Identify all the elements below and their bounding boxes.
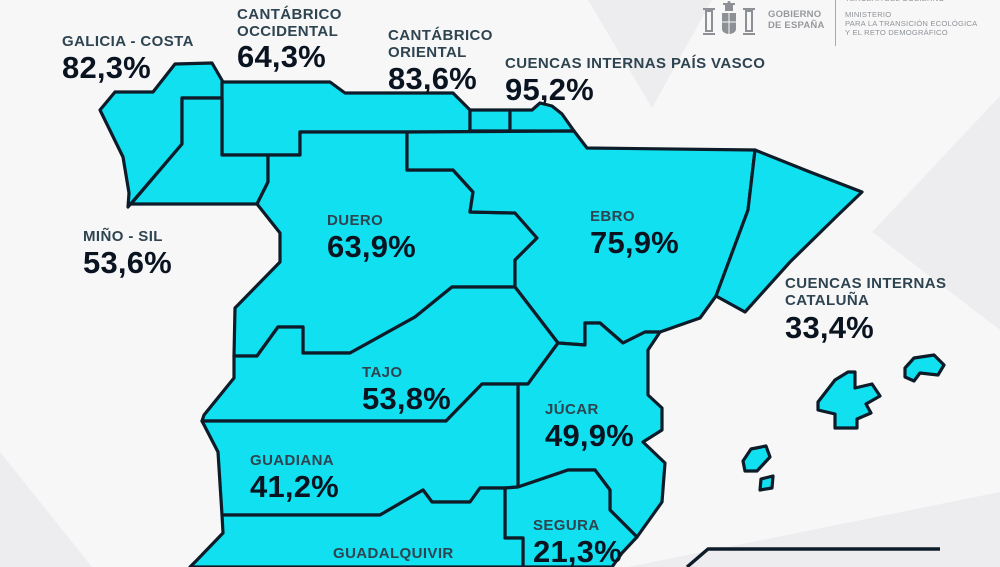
region-guadalquivir-label: GUADALQUIVIR <box>333 545 454 562</box>
region-cuencas-internas-cataluna-label: CUENCAS INTERNAS <box>785 275 946 292</box>
region-cantabrico-oriental-value: 83,6% <box>388 61 477 96</box>
region-cantabrico-occidental-label: OCCIDENTAL <box>237 23 338 40</box>
region-duero-label: DUERO <box>327 212 383 229</box>
background-watermark-shape <box>628 492 1000 567</box>
region-mino-sil-value: 53,6% <box>83 245 172 280</box>
government-name-line2: DE ESPAÑA <box>768 19 825 31</box>
region-cantabrico-oriental-label: CANTÁBRICO <box>388 27 493 44</box>
region-ebro-label: EBRO <box>590 208 635 225</box>
background-watermark-shape <box>872 96 1000 330</box>
region-ebro-value: 75,9% <box>590 225 679 260</box>
ministry-line2: PARA LA TRANSICIÓN ECOLÓGICA <box>845 19 978 28</box>
header-divider <box>834 0 837 46</box>
ministry-block: TERCERA DEL GOBIERNO MINISTERIO PARA LA … <box>845 0 977 37</box>
office-title: TERCERA DEL GOBIERNO <box>845 0 977 3</box>
region-segura-label: SEGURA <box>533 517 600 534</box>
ministry-line1: MINISTERIO <box>845 10 892 19</box>
island-menorca-shape <box>903 353 946 383</box>
region-cuencas-internas-pais-vasco-value: 95,2% <box>505 72 594 107</box>
island-mallorca-shape <box>816 370 882 430</box>
island-ibiza-shape <box>741 444 772 473</box>
region-jucar-value: 49,9% <box>545 418 634 453</box>
ministry-line3: Y EL RETO DEMOGRÁFICO <box>845 28 948 37</box>
region-tajo-value: 53,8% <box>362 381 451 416</box>
region-cantabrico-occidental-value: 64,3% <box>237 39 326 74</box>
region-tajo-label: TAJO <box>362 364 403 381</box>
region-galicia-costa-label: GALICIA - COSTA <box>62 33 194 50</box>
region-cuencas-internas-pais-vasco-shape <box>508 101 576 133</box>
background-watermark-shape <box>588 0 712 108</box>
region-cantabrico-oriental-shape <box>468 108 512 133</box>
background-watermark-shape <box>0 452 92 567</box>
header: GOBIERNO DE ESPAÑA TERCERA DEL GOBIERNO … <box>698 0 977 48</box>
region-mino-sil-label: MIÑO - SIL <box>83 227 163 245</box>
government-name-line1: GOBIERNO <box>768 9 822 20</box>
government-name: GOBIERNO DE ESPAÑA <box>768 9 825 31</box>
region-cuencas-internas-pais-vasco-label: CUENCAS INTERNAS PAÍS VASCO <box>505 55 765 72</box>
region-guadiana-label: GUADIANA <box>250 452 334 469</box>
canary-inset-outline <box>685 547 940 567</box>
region-segura-value: 21,3% <box>533 534 622 567</box>
region-cuencas-internas-cataluna-label: CATALUÑA <box>785 291 869 309</box>
region-jucar-label: JÚCAR <box>545 400 599 418</box>
region-cuencas-internas-cataluna-shape <box>714 148 864 314</box>
island-formentera-shape <box>758 474 775 492</box>
region-guadalquivir-shape <box>188 486 525 567</box>
spain-coat-of-arms-icon <box>703 1 755 35</box>
region-guadiana-value: 41,2% <box>250 469 339 504</box>
region-duero-value: 63,9% <box>327 229 416 264</box>
region-cantabrico-oriental-label: ORIENTAL <box>388 44 467 61</box>
region-cantabrico-occidental-label: CANTÁBRICO <box>237 6 342 23</box>
region-galicia-costa-value: 82,3% <box>62 50 151 85</box>
region-cuencas-internas-cataluna-value: 33,4% <box>785 310 874 345</box>
